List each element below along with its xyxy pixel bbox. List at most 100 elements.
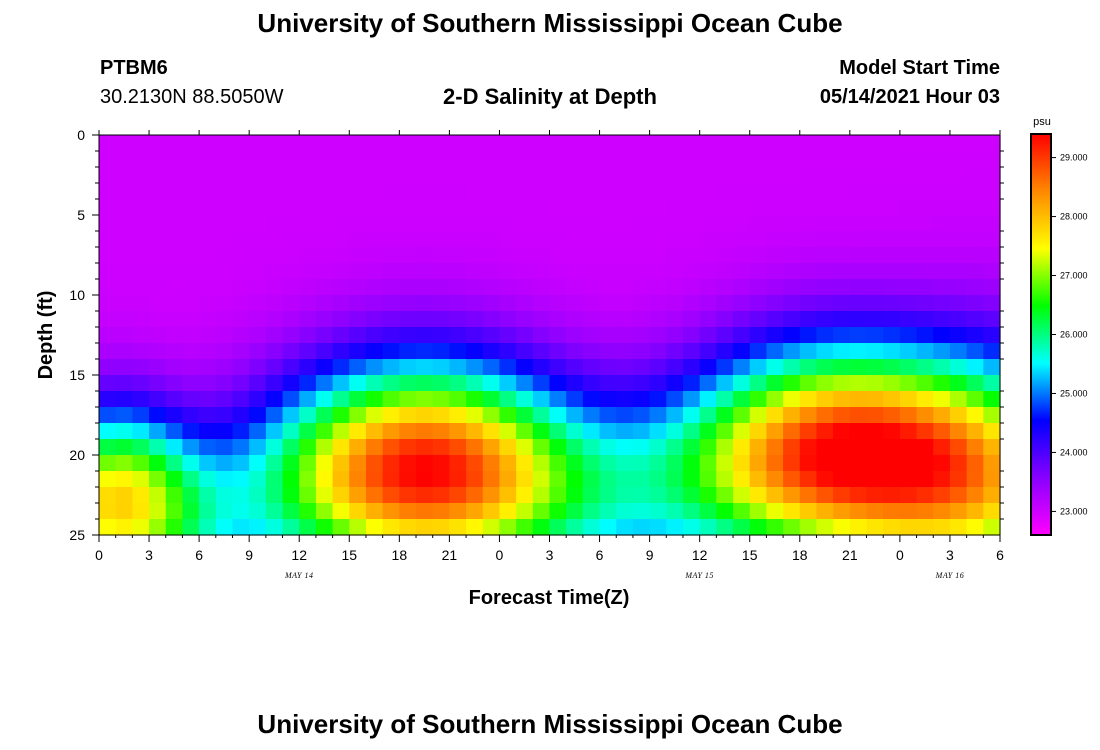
heatmap-cell [866,519,884,536]
heatmap-cell [432,279,450,296]
heatmap-cell [833,359,851,376]
heatmap-cell [632,391,651,408]
heatmap-cell [399,263,417,280]
heatmap-cell [699,471,717,488]
heatmap-cell [549,135,567,152]
heatmap-cell [115,423,133,440]
heatmap-cell [399,439,417,456]
heatmap-cell [399,295,417,312]
heatmap-cell [816,407,834,424]
heatmap-cell [149,311,167,328]
heatmap-cell [833,295,851,312]
heatmap-cell [349,455,367,472]
heatmap-cell [532,407,551,424]
heatmap-cell [232,343,250,360]
heatmap-cell [783,471,801,488]
heatmap-cell [582,455,601,472]
heatmap-cell [866,279,884,296]
heatmap-cell [733,391,751,408]
heatmap-cell [916,263,934,280]
heatmap-cell [349,407,367,424]
heatmap-cell [566,391,584,408]
heatmap-cell [99,455,117,472]
heatmap-cell [482,215,501,232]
heatmap-cell [699,151,717,168]
heatmap-cell [799,279,818,296]
heatmap-cell [349,519,367,536]
heatmap-cell [516,231,534,248]
heatmap-cell [749,391,768,408]
heatmap-cell [232,503,250,520]
heatmap-cell [916,391,934,408]
heatmap-cell [699,183,717,200]
heatmap-cell [499,519,517,536]
heatmap-cell [599,423,617,440]
heatmap-cell [849,519,868,536]
heatmap-cell [833,199,851,216]
heatmap-cell [215,471,234,488]
x-tick-label: 18 [792,547,808,563]
heatmap-cell [432,247,450,264]
heatmap-cell [766,423,784,440]
y-tick-label: 0 [77,127,85,143]
heatmap-cell [816,343,834,360]
heatmap-cell [99,471,117,488]
heatmap-cell [199,231,217,248]
heatmap-cell [115,391,133,408]
heatmap-cell [416,503,434,520]
heatmap-cell [599,135,617,152]
heatmap-cell [799,231,818,248]
heatmap-cell [649,183,667,200]
heatmap-cell [883,231,901,248]
heatmap-cell [749,167,768,184]
heatmap-cell [866,439,884,456]
heatmap-cell [349,279,367,296]
heatmap-cell [432,487,450,504]
heatmap-cell [165,503,184,520]
heatmap-cell [349,151,367,168]
heatmap-cell [115,455,133,472]
heatmap-cell [632,439,651,456]
heatmap-cell [249,151,267,168]
heatmap-cell [482,359,501,376]
heatmap-cell [332,183,350,200]
heatmap-cell [666,519,684,536]
heatmap-cell [716,375,734,392]
heatmap-cell [532,231,551,248]
heatmap-cell [99,503,117,520]
heatmap-cell [916,359,934,376]
heatmap-cell [866,503,884,520]
heatmap-cell [549,487,567,504]
heatmap-cell [849,359,868,376]
heatmap-cell [966,231,984,248]
heatmap-cell [99,167,117,184]
heatmap-cell [733,167,751,184]
heatmap-cell [866,247,884,264]
heatmap-cell [132,487,150,504]
heatmap-cell [432,471,450,488]
heatmap-cell [849,423,868,440]
heatmap-cell [983,151,1001,168]
heatmap-cell [799,375,818,392]
heatmap-cell [749,263,768,280]
heatmap-cell [299,487,317,504]
heatmap-cell [949,183,968,200]
heatmap-cell [449,375,467,392]
heatmap-cell [532,359,551,376]
heatmap-cell [682,375,701,392]
heatmap-cell [682,455,701,472]
heatmap-cell [149,455,167,472]
heatmap-cell [616,135,634,152]
heatmap-cell [883,327,901,344]
heatmap-cell [983,279,1001,296]
heatmap-cell [215,135,234,152]
x-tick-label: 9 [646,547,654,563]
heatmap-cell [315,295,334,312]
heatmap-cell [716,471,734,488]
heatmap-cell [99,327,117,344]
heatmap-cell [649,327,667,344]
heatmap-cell [949,519,968,536]
heatmap-cell [215,295,234,312]
heatmap-cell [599,311,617,328]
heatmap-cell [182,471,200,488]
